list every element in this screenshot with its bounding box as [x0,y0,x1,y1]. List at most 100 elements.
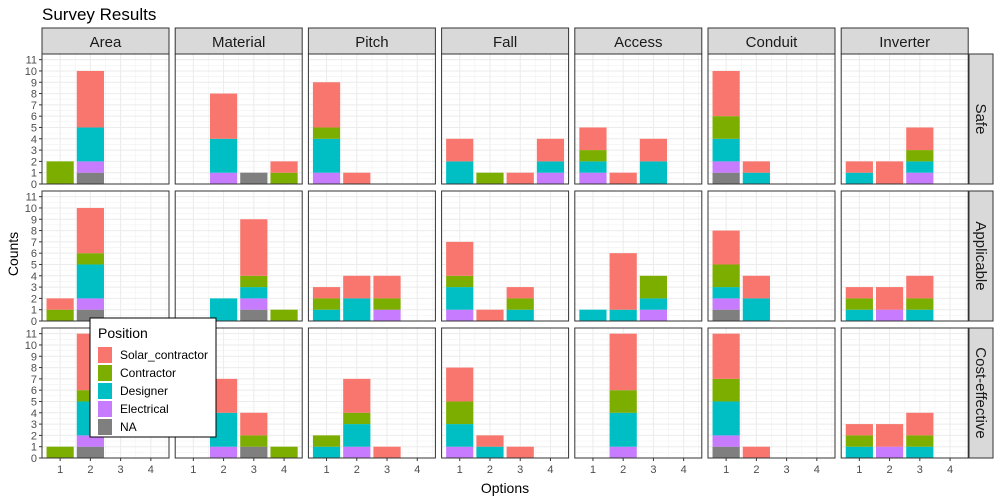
bar-segment-designer [845,309,873,321]
x-tick-label: 1 [856,464,862,476]
strip-access [574,27,703,55]
bar-segment-solar-contractor [609,333,637,391]
x-tick-label: 4 [681,464,687,476]
legend-key-electrical [98,401,112,417]
bar-segment-electrical [875,446,904,458]
x-tick-label: 2 [620,464,626,476]
panel-border [574,327,703,459]
y-tick-label: 11 [26,192,37,204]
bar-segment-solar-contractor [712,333,740,379]
bar-segment-contractor [712,116,740,139]
y-tick-label: 7 [31,100,37,112]
bar-segment-designer [76,127,104,162]
bar-segment-electrical [343,446,371,458]
panel-border [307,53,436,185]
row-strip-label-safe: Safe [972,104,989,135]
x-tick-label: 1 [190,464,196,476]
x-tick-label: 2 [887,464,893,476]
panel-border [840,190,969,322]
x-tick-label: 3 [784,464,790,476]
bar-segment-solar-contractor [742,275,770,299]
y-tick-label: 10 [25,203,37,215]
y-tick-label: 9 [31,77,37,89]
y-tick-label: 11 [26,329,37,341]
bar-segment-solar-contractor [506,446,534,458]
y-tick-label: 5 [31,122,37,134]
bar-segment-designer [446,287,474,310]
y-tick-label: 8 [31,226,37,238]
bar-segment-designer [742,172,770,184]
bar-segment-contractor [270,172,298,184]
bar-segment-designer [742,298,770,321]
panel-border [441,53,570,185]
panel-border [840,53,969,185]
bar-segment-contractor [46,309,74,321]
panel-applicable-access [574,190,703,322]
bar-segment-na [240,172,268,184]
panel-border [707,53,836,185]
bar-segment-electrical [712,298,740,310]
y-tick-label: 0 [31,453,37,465]
bar-segment-contractor [312,127,341,139]
bar-segment-contractor [476,172,504,184]
x-tick-label: 3 [517,464,523,476]
panel-applicable-material [174,190,303,322]
panel-border [840,327,969,459]
bar-segment-solar-contractor [579,127,607,151]
bar-segment-solar-contractor [343,275,371,299]
bar-segment-designer [579,161,607,173]
bar-segment-solar-contractor [270,161,298,173]
panel-applicable-inverter [840,190,969,322]
bar-segment-designer [609,412,637,447]
bar-segment-solar-contractor [240,219,268,276]
bar-segment-designer [446,161,474,184]
bar-segment-electrical [209,172,238,184]
y-tick-label: 5 [31,396,37,408]
y-tick-label: 8 [31,363,37,375]
strip-pitch [307,27,436,55]
y-tick-label: 1 [31,305,37,317]
bar-segment-designer [476,446,504,458]
bar-segment-solar-contractor [240,412,268,436]
panel-cost-effective-conduit [707,327,836,459]
bar-segment-contractor [240,275,268,288]
legend-label-na: NA [120,420,137,434]
bar-segment-solar-contractor [609,172,637,184]
bar-segment-solar-contractor [712,70,740,117]
bar-segment-designer [712,287,740,299]
x-tick-label: 4 [814,464,820,476]
legend-title: Position [98,325,148,341]
bar-segment-solar-contractor [476,435,504,447]
bar-segment-solar-contractor [712,230,740,265]
bar-segment-solar-contractor [506,287,534,299]
bar-segment-solar-contractor [46,298,74,310]
bar-segment-solar-contractor [506,172,534,184]
y-tick-label: 7 [31,374,37,386]
row-strip-safe [968,53,994,185]
bar-segment-na [712,172,740,184]
panel-applicable-fall [441,190,570,322]
panel-cost-effective-pitch [307,327,436,459]
bar-segment-solar-contractor [536,138,565,162]
strip-fall [441,27,570,55]
bar-segment-solar-contractor [76,207,104,254]
x-tick-label: 1 [590,464,596,476]
bar-segment-designer [906,446,934,458]
bar-segment-solar-contractor [446,367,474,402]
strip-conduit [707,27,836,55]
y-tick-label: 6 [31,248,37,260]
bar-segment-electrical [76,435,104,447]
strip-inverter [840,27,969,55]
bar-segment-solar-contractor [875,161,904,184]
y-tick-label: 3 [31,145,37,157]
y-tick-label: 10 [25,66,37,78]
x-axis-title: Options [481,480,529,496]
legend-key-designer [98,383,112,399]
panel-applicable-pitch [307,190,436,322]
panel-border [174,190,303,322]
bar-segment-designer [343,298,371,321]
bar-segment-designer [906,161,934,173]
x-tick-label: 2 [354,464,360,476]
panel-cost-effective-inverter [840,327,969,459]
